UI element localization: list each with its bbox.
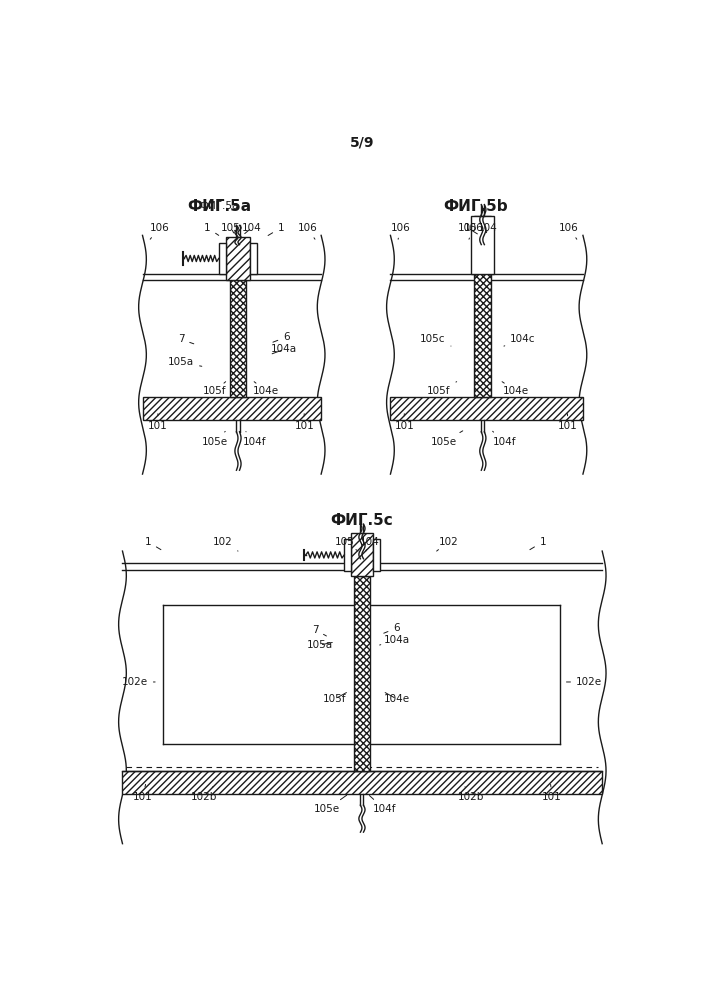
- Text: 101: 101: [148, 414, 168, 432]
- Text: 101: 101: [558, 414, 578, 432]
- Bar: [472, 216, 494, 274]
- Text: 105: 105: [334, 536, 358, 551]
- Bar: [373, 538, 380, 571]
- Bar: [226, 237, 250, 280]
- Text: ФИГ.5a: ФИГ.5a: [200, 201, 239, 211]
- Text: 104a: 104a: [380, 634, 409, 645]
- Text: 105f: 105f: [323, 692, 346, 704]
- Text: 105: 105: [221, 223, 241, 233]
- Bar: [474, 216, 491, 397]
- Text: 104f: 104f: [493, 432, 516, 447]
- Text: 104: 104: [360, 536, 380, 551]
- Text: 106: 106: [559, 223, 579, 239]
- Text: 105e: 105e: [314, 795, 346, 814]
- Bar: [390, 397, 583, 421]
- Bar: [143, 397, 321, 421]
- Text: 104c: 104c: [504, 335, 536, 346]
- Text: 6: 6: [384, 623, 400, 633]
- Text: 101: 101: [294, 414, 314, 432]
- Text: 106: 106: [150, 223, 169, 239]
- Bar: [351, 533, 373, 576]
- Text: 5/9: 5/9: [350, 136, 374, 150]
- Bar: [344, 538, 351, 571]
- Text: 102e: 102e: [566, 677, 602, 687]
- Text: 1: 1: [268, 223, 284, 236]
- Text: 6: 6: [273, 332, 290, 343]
- Text: ФИГ.5a: ФИГ.5a: [187, 199, 252, 214]
- Text: 105a: 105a: [307, 640, 333, 650]
- Text: 104: 104: [478, 223, 497, 233]
- Text: 102b: 102b: [191, 786, 217, 802]
- Text: 102: 102: [437, 536, 458, 551]
- Text: 106: 106: [298, 223, 317, 239]
- Text: 102: 102: [213, 536, 238, 551]
- Text: 105f: 105f: [203, 382, 227, 396]
- Text: 106: 106: [390, 223, 410, 239]
- Text: 105e: 105e: [431, 431, 463, 447]
- Text: 101: 101: [395, 414, 414, 432]
- Text: 106: 106: [464, 223, 484, 239]
- Bar: [250, 243, 257, 274]
- Bar: [122, 770, 602, 793]
- Text: ФИГ.5с: ФИГ.5с: [331, 512, 393, 527]
- Text: 1: 1: [144, 536, 161, 549]
- Text: 105: 105: [457, 223, 477, 234]
- Text: 102e: 102e: [122, 677, 155, 687]
- Bar: [354, 576, 370, 770]
- Bar: [230, 280, 247, 397]
- Text: 105c: 105c: [420, 335, 451, 346]
- Text: 104f: 104f: [369, 795, 396, 814]
- Bar: [218, 243, 226, 274]
- Text: 105f: 105f: [427, 382, 457, 396]
- Text: 101: 101: [542, 784, 562, 802]
- Text: ФИГ.5b: ФИГ.5b: [443, 199, 508, 214]
- Text: 104: 104: [242, 223, 262, 234]
- Text: 7: 7: [177, 335, 194, 345]
- Text: 1: 1: [530, 536, 547, 549]
- Text: 104f: 104f: [243, 432, 266, 447]
- Text: 7: 7: [312, 624, 327, 636]
- Text: 104a: 104a: [271, 345, 297, 355]
- Text: 104e: 104e: [502, 382, 529, 396]
- Text: 101: 101: [133, 784, 153, 802]
- Text: 102b: 102b: [458, 787, 484, 802]
- Text: 1: 1: [204, 223, 218, 236]
- Text: 105e: 105e: [201, 432, 228, 447]
- Text: 104e: 104e: [383, 692, 409, 704]
- Text: 105a: 105a: [168, 358, 201, 368]
- Text: 104e: 104e: [252, 382, 279, 396]
